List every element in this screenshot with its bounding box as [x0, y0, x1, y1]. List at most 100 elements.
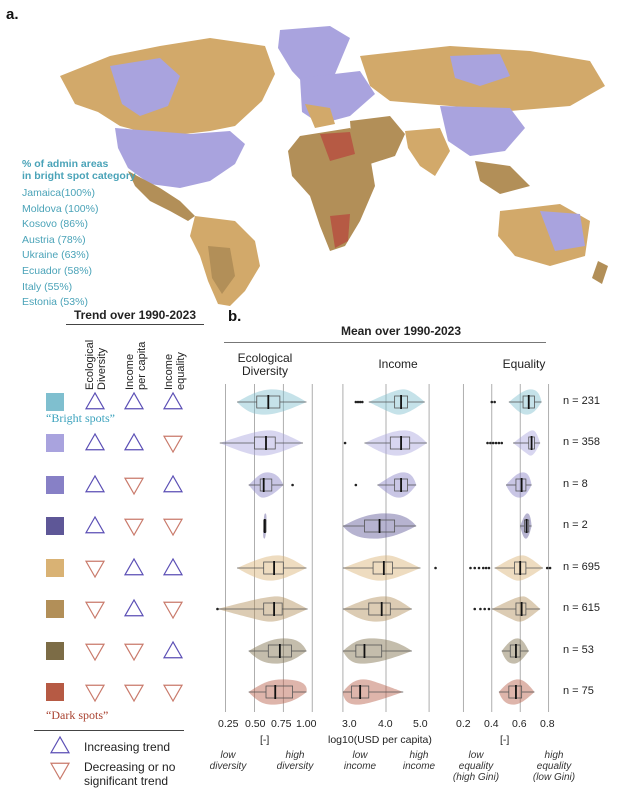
equality-tick-label: 0.8 [540, 718, 555, 730]
southeast-asia-region [475, 161, 530, 194]
decreasing-trend-icon [84, 560, 106, 579]
income-tick-label: 4.0 [378, 718, 393, 730]
n-label: n = 615 [563, 602, 601, 614]
increasing-trend-icon [123, 432, 145, 451]
australia-east-bright-region [540, 211, 585, 251]
panel-b-label: b. [228, 308, 242, 325]
violin-shape [237, 555, 307, 581]
equality-low-annotation-line3: (high Gini) [452, 772, 500, 783]
violin-shape [248, 638, 307, 664]
outlier-point [473, 607, 477, 611]
trend-legend-header: Trend over 1990-2023 [73, 308, 197, 322]
world-map [30, 16, 620, 306]
bright-spot-item: Estonia (53%) [22, 296, 88, 309]
n-label: n = 695 [563, 561, 601, 573]
eco-low-annotation-line2: diversity [209, 761, 247, 772]
increasing-trend-icon [162, 557, 184, 576]
outlier-point [479, 607, 482, 611]
increasing-trend-icon [84, 515, 106, 534]
outlier-point [354, 483, 358, 487]
increasing-trend-icon [84, 391, 106, 410]
income-tick-label: 5.0 [413, 718, 428, 730]
bright-spot-item: Kosovo (86%) [22, 218, 88, 231]
iqr-box [265, 685, 293, 699]
income-unit-label: log10(USD per capita) [328, 734, 432, 746]
violin-shape [342, 596, 412, 622]
outlier-point [487, 566, 491, 570]
decreasing-trend-key-icon [49, 762, 71, 781]
outlier-point [291, 483, 294, 487]
bright-spot-item: Ukraine (63%) [22, 249, 90, 262]
category-color-swatch [46, 642, 64, 660]
equality-tick-label: 0.2 [456, 718, 471, 730]
equality-high-annotation-line2: equality [536, 761, 572, 772]
eco-tick-label: 0.75 [271, 718, 292, 730]
increasing-trend-icon [84, 474, 106, 493]
violin-shape [237, 389, 307, 415]
category-color-swatch [46, 517, 64, 535]
mean-header-rule [224, 342, 546, 343]
decreasing-trend-icon [123, 477, 145, 496]
eco-high-annotation: high diversity [270, 750, 320, 772]
iqr-box [368, 602, 391, 616]
dark-spots-note: “Dark spots” [46, 708, 109, 722]
outlier-point [494, 441, 498, 445]
south-america-south-region [208, 246, 235, 294]
outlier-point [497, 441, 501, 445]
outlier-point [484, 566, 488, 570]
panel-a-label: a. [6, 6, 19, 23]
income-tick-label: 3.0 [342, 718, 357, 730]
bright-spot-item: Moldova (100%) [22, 202, 99, 215]
equality-low-annotation-line2: equality [458, 761, 494, 772]
income-low-annotation-line1: low [352, 750, 368, 761]
outlier-point [481, 566, 485, 570]
n-label: n = 8 [563, 478, 588, 490]
violin-shape [364, 430, 427, 456]
n-label: n = 231 [563, 395, 601, 407]
outlier-point [548, 566, 552, 570]
bright-spot-heading-line2: in bright spot category [22, 170, 136, 182]
iqr-box [263, 602, 283, 616]
eco-low-annotation-line1: low [220, 750, 236, 761]
n-label: n = 358 [563, 436, 601, 448]
decreasing-trend-icon [162, 435, 184, 454]
eco-tick-label: 0.25 [218, 718, 239, 730]
bright-spot-item: Jamaica(100%) [22, 187, 95, 199]
increasing-trend-icon [123, 598, 145, 617]
outlier-point [545, 566, 549, 570]
bright-spot-heading-line1: % of admin areas [22, 158, 109, 170]
eco-tick-label: 1.00 [296, 718, 317, 730]
bright-spot-heading: % of admin areas in bright spot category [22, 158, 136, 182]
income-high-annotation-line1: high [409, 750, 429, 761]
decreasing-trend-icon [123, 518, 145, 537]
iqr-box [259, 478, 273, 492]
outlier-point [216, 607, 219, 611]
outlier-point [354, 400, 358, 404]
iqr-box [355, 644, 383, 658]
decreasing-trend-icon [84, 601, 106, 620]
income-high-annotation-line2: income [402, 761, 436, 772]
income-low-annotation-line2: income [343, 761, 377, 772]
equality-title: Equality [502, 357, 546, 371]
increasing-trend-icon [162, 391, 184, 410]
outlier-point [493, 400, 496, 404]
outlier-point [477, 566, 481, 570]
income-low-annotation: low income [340, 750, 380, 772]
eco-unit-label: [-] [260, 734, 270, 746]
trend-key-rule [34, 730, 184, 731]
iqr-box [372, 561, 393, 575]
violin-shape [494, 555, 543, 581]
ecological-diversity-title-line1: Ecological [237, 351, 293, 365]
category-color-swatch [46, 434, 64, 452]
violin-shape [248, 472, 284, 498]
outlier-point [361, 400, 364, 404]
outlier-point [483, 607, 486, 611]
increasing-trend-key-icon [49, 735, 71, 754]
canada-bright-region [110, 58, 180, 116]
greenland-region [278, 26, 350, 88]
outlier-point [473, 566, 477, 570]
n-label: n = 75 [563, 685, 594, 697]
outlier-point [469, 566, 472, 570]
equality-high-annotation-line3: (low Gini) [532, 772, 576, 783]
